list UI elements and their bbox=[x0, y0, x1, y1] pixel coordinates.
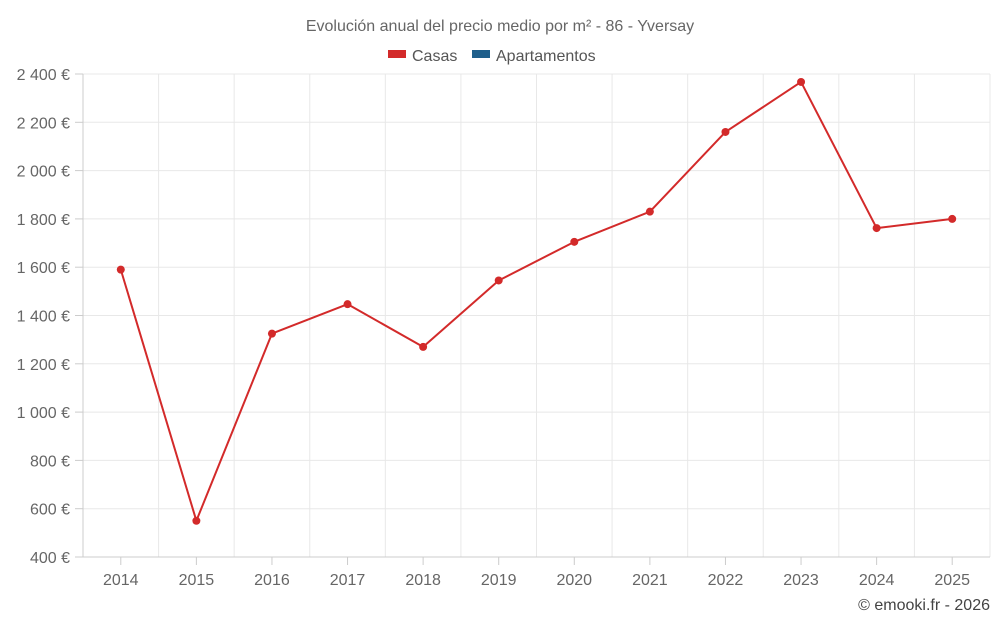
y-tick-label: 1 000 € bbox=[17, 405, 70, 422]
x-tick-label: 2021 bbox=[632, 572, 668, 589]
y-tick-label: 1 600 € bbox=[17, 260, 70, 277]
y-tick-label: 600 € bbox=[30, 502, 70, 519]
grid bbox=[82, 73, 991, 558]
data-point[interactable] bbox=[872, 224, 881, 233]
x-tick-label: 2023 bbox=[783, 572, 819, 589]
data-point[interactable] bbox=[797, 77, 806, 86]
legend-item-apartamentos[interactable]: Apartamentos bbox=[472, 48, 596, 65]
legend-label-casas: Casas bbox=[412, 48, 457, 65]
x-tick-label: 2024 bbox=[859, 572, 895, 589]
data-point[interactable] bbox=[116, 265, 125, 274]
y-tick-label: 1 800 € bbox=[17, 212, 70, 229]
series-line-casas bbox=[119, 80, 953, 522]
data-point[interactable] bbox=[267, 329, 276, 338]
x-tick-label: 2019 bbox=[481, 572, 517, 589]
x-tick-label: 2017 bbox=[330, 572, 366, 589]
legend-swatch-apartamentos bbox=[472, 50, 490, 58]
data-point[interactable] bbox=[419, 342, 428, 351]
x-tick-label: 2014 bbox=[103, 572, 139, 589]
y-tick-label: 400 € bbox=[30, 550, 70, 567]
x-axis-ticks: 2014 2015 2016 2017 2018 2019 2020 2021 2022 2023… bbox=[103, 572, 970, 589]
data-point[interactable] bbox=[721, 127, 730, 136]
x-tick-label: 2018 bbox=[405, 572, 441, 589]
data-point[interactable] bbox=[494, 276, 503, 285]
x-tick-label: 2020 bbox=[556, 572, 592, 589]
legend-swatch-casas bbox=[388, 50, 406, 58]
x-tick-label: 2016 bbox=[254, 572, 290, 589]
y-tick-label: 800 € bbox=[30, 453, 70, 470]
series-casas bbox=[116, 77, 957, 525]
x-tick-label: 2022 bbox=[708, 572, 744, 589]
legend-item-casas[interactable]: Casas bbox=[388, 48, 457, 65]
x-tick-label: 2015 bbox=[179, 572, 215, 589]
axes bbox=[75, 73, 990, 565]
data-point[interactable] bbox=[645, 207, 654, 216]
y-tick-label: 1 200 € bbox=[17, 357, 70, 374]
credit-text: © emooki.fr - 2026 bbox=[858, 597, 990, 614]
y-axis-ticks: 400 € 600 € 800 € 1 000 € 1 200 € 1 400 € 1 60… bbox=[17, 67, 70, 567]
x-tick-label: 2025 bbox=[934, 572, 970, 589]
legend: Casas Apartamentos bbox=[388, 48, 596, 65]
data-point[interactable] bbox=[948, 214, 957, 223]
chart-title: Evolución anual del precio medio por m² … bbox=[306, 18, 694, 35]
y-tick-label: 2 400 € bbox=[17, 67, 70, 84]
legend-label-apartamentos: Apartamentos bbox=[496, 48, 596, 65]
data-point[interactable] bbox=[343, 300, 352, 309]
y-tick-label: 2 200 € bbox=[17, 115, 70, 132]
y-tick-label: 2 000 € bbox=[17, 164, 70, 181]
y-tick-label: 1 400 € bbox=[17, 309, 70, 326]
data-point[interactable] bbox=[570, 237, 579, 246]
data-point[interactable] bbox=[192, 516, 201, 525]
